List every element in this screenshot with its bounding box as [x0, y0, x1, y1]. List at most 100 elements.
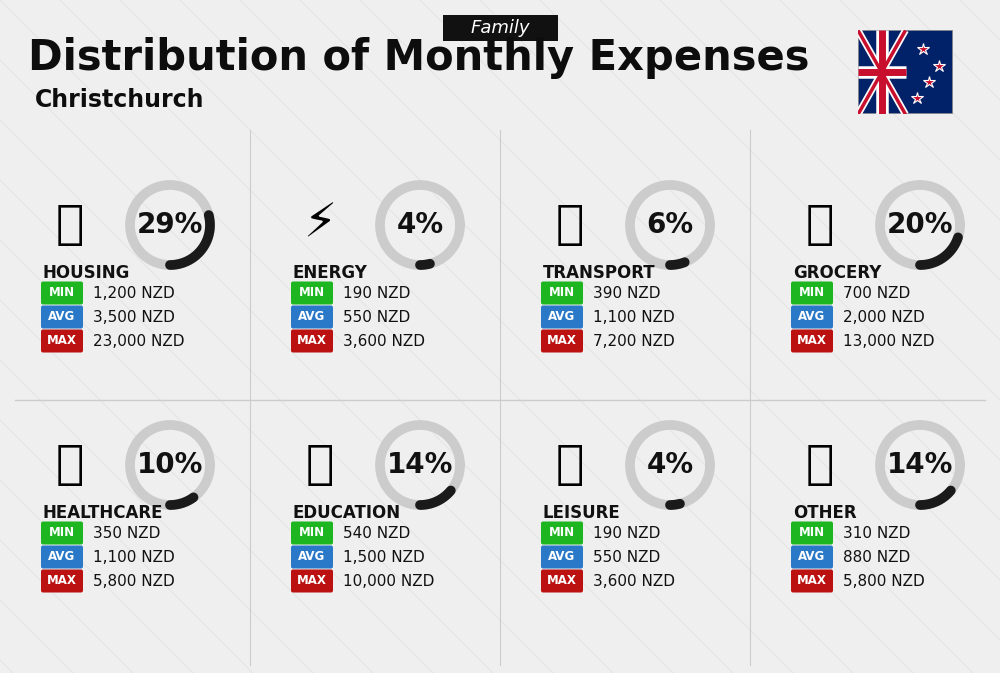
Text: MIN: MIN: [49, 526, 75, 540]
FancyBboxPatch shape: [291, 569, 333, 592]
Text: 13,000 NZD: 13,000 NZD: [843, 334, 934, 349]
Text: 190 NZD: 190 NZD: [343, 285, 410, 301]
Text: HEALTHCARE: HEALTHCARE: [43, 504, 164, 522]
FancyBboxPatch shape: [291, 522, 333, 544]
Text: 2,000 NZD: 2,000 NZD: [843, 310, 925, 324]
Text: MAX: MAX: [797, 334, 827, 347]
Text: AVG: AVG: [48, 551, 76, 563]
Text: 350 NZD: 350 NZD: [93, 526, 160, 540]
FancyBboxPatch shape: [41, 306, 83, 328]
Text: 190 NZD: 190 NZD: [593, 526, 660, 540]
FancyBboxPatch shape: [41, 522, 83, 544]
FancyBboxPatch shape: [41, 330, 83, 353]
Text: 5,800 NZD: 5,800 NZD: [93, 573, 175, 588]
Text: AVG: AVG: [798, 310, 826, 324]
Text: HOUSING: HOUSING: [43, 264, 130, 282]
FancyBboxPatch shape: [791, 281, 833, 304]
Text: 310 NZD: 310 NZD: [843, 526, 910, 540]
Text: ⚡: ⚡: [303, 203, 337, 248]
Text: LEISURE: LEISURE: [543, 504, 621, 522]
FancyBboxPatch shape: [41, 281, 83, 304]
FancyBboxPatch shape: [442, 15, 558, 41]
Text: 6%: 6%: [646, 211, 694, 239]
Text: 3,500 NZD: 3,500 NZD: [93, 310, 175, 324]
Text: 20%: 20%: [887, 211, 953, 239]
Text: 1,200 NZD: 1,200 NZD: [93, 285, 175, 301]
Text: MAX: MAX: [297, 334, 327, 347]
Text: 1,100 NZD: 1,100 NZD: [593, 310, 675, 324]
FancyBboxPatch shape: [858, 30, 953, 114]
Text: 💰: 💰: [806, 443, 834, 487]
FancyBboxPatch shape: [541, 569, 583, 592]
FancyBboxPatch shape: [791, 330, 833, 353]
Text: AVG: AVG: [798, 551, 826, 563]
Text: 3,600 NZD: 3,600 NZD: [343, 334, 425, 349]
Text: 4%: 4%: [396, 211, 444, 239]
Text: 1,500 NZD: 1,500 NZD: [343, 549, 425, 565]
Text: MIN: MIN: [49, 287, 75, 299]
Text: MIN: MIN: [299, 526, 325, 540]
Text: 🏢: 🏢: [56, 203, 84, 248]
FancyBboxPatch shape: [791, 522, 833, 544]
Text: 🎓: 🎓: [306, 443, 334, 487]
Text: MIN: MIN: [549, 287, 575, 299]
FancyBboxPatch shape: [541, 330, 583, 353]
FancyBboxPatch shape: [791, 306, 833, 328]
FancyBboxPatch shape: [291, 546, 333, 569]
Text: AVG: AVG: [48, 310, 76, 324]
Text: 23,000 NZD: 23,000 NZD: [93, 334, 184, 349]
Text: 5,800 NZD: 5,800 NZD: [843, 573, 925, 588]
FancyBboxPatch shape: [791, 569, 833, 592]
Text: AVG: AVG: [298, 310, 326, 324]
Text: AVG: AVG: [548, 310, 576, 324]
Text: MIN: MIN: [799, 526, 825, 540]
Text: Distribution of Monthly Expenses: Distribution of Monthly Expenses: [28, 37, 810, 79]
FancyBboxPatch shape: [541, 522, 583, 544]
FancyBboxPatch shape: [291, 330, 333, 353]
Text: 550 NZD: 550 NZD: [343, 310, 410, 324]
Text: Family: Family: [470, 19, 530, 37]
FancyBboxPatch shape: [41, 569, 83, 592]
Text: GROCERY: GROCERY: [793, 264, 881, 282]
Text: AVG: AVG: [548, 551, 576, 563]
FancyBboxPatch shape: [541, 546, 583, 569]
Text: 🛍: 🛍: [556, 443, 584, 487]
Text: 10,000 NZD: 10,000 NZD: [343, 573, 434, 588]
Text: 880 NZD: 880 NZD: [843, 549, 910, 565]
Text: MAX: MAX: [547, 575, 577, 588]
Text: 4%: 4%: [646, 451, 694, 479]
Text: OTHER: OTHER: [793, 504, 857, 522]
Text: 29%: 29%: [137, 211, 203, 239]
Text: 14%: 14%: [387, 451, 453, 479]
Text: 10%: 10%: [137, 451, 203, 479]
Text: 🚌: 🚌: [556, 203, 584, 248]
Text: MAX: MAX: [47, 575, 77, 588]
FancyBboxPatch shape: [791, 546, 833, 569]
Text: 1,100 NZD: 1,100 NZD: [93, 549, 175, 565]
FancyBboxPatch shape: [541, 281, 583, 304]
Text: 🛒: 🛒: [806, 203, 834, 248]
Text: MAX: MAX: [797, 575, 827, 588]
Text: 550 NZD: 550 NZD: [593, 549, 660, 565]
Text: MIN: MIN: [549, 526, 575, 540]
Text: EDUCATION: EDUCATION: [293, 504, 401, 522]
Text: MAX: MAX: [547, 334, 577, 347]
Text: Christchurch: Christchurch: [35, 88, 205, 112]
Text: AVG: AVG: [298, 551, 326, 563]
Text: 390 NZD: 390 NZD: [593, 285, 660, 301]
Text: 14%: 14%: [887, 451, 953, 479]
Text: MIN: MIN: [299, 287, 325, 299]
FancyBboxPatch shape: [541, 306, 583, 328]
Text: ENERGY: ENERGY: [293, 264, 368, 282]
Text: 💊: 💊: [56, 443, 84, 487]
FancyBboxPatch shape: [291, 281, 333, 304]
Text: 7,200 NZD: 7,200 NZD: [593, 334, 675, 349]
Text: 700 NZD: 700 NZD: [843, 285, 910, 301]
Text: MAX: MAX: [297, 575, 327, 588]
FancyBboxPatch shape: [41, 546, 83, 569]
Text: MAX: MAX: [47, 334, 77, 347]
Text: MIN: MIN: [799, 287, 825, 299]
Text: 3,600 NZD: 3,600 NZD: [593, 573, 675, 588]
Text: 540 NZD: 540 NZD: [343, 526, 410, 540]
Text: TRANSPORT: TRANSPORT: [543, 264, 656, 282]
